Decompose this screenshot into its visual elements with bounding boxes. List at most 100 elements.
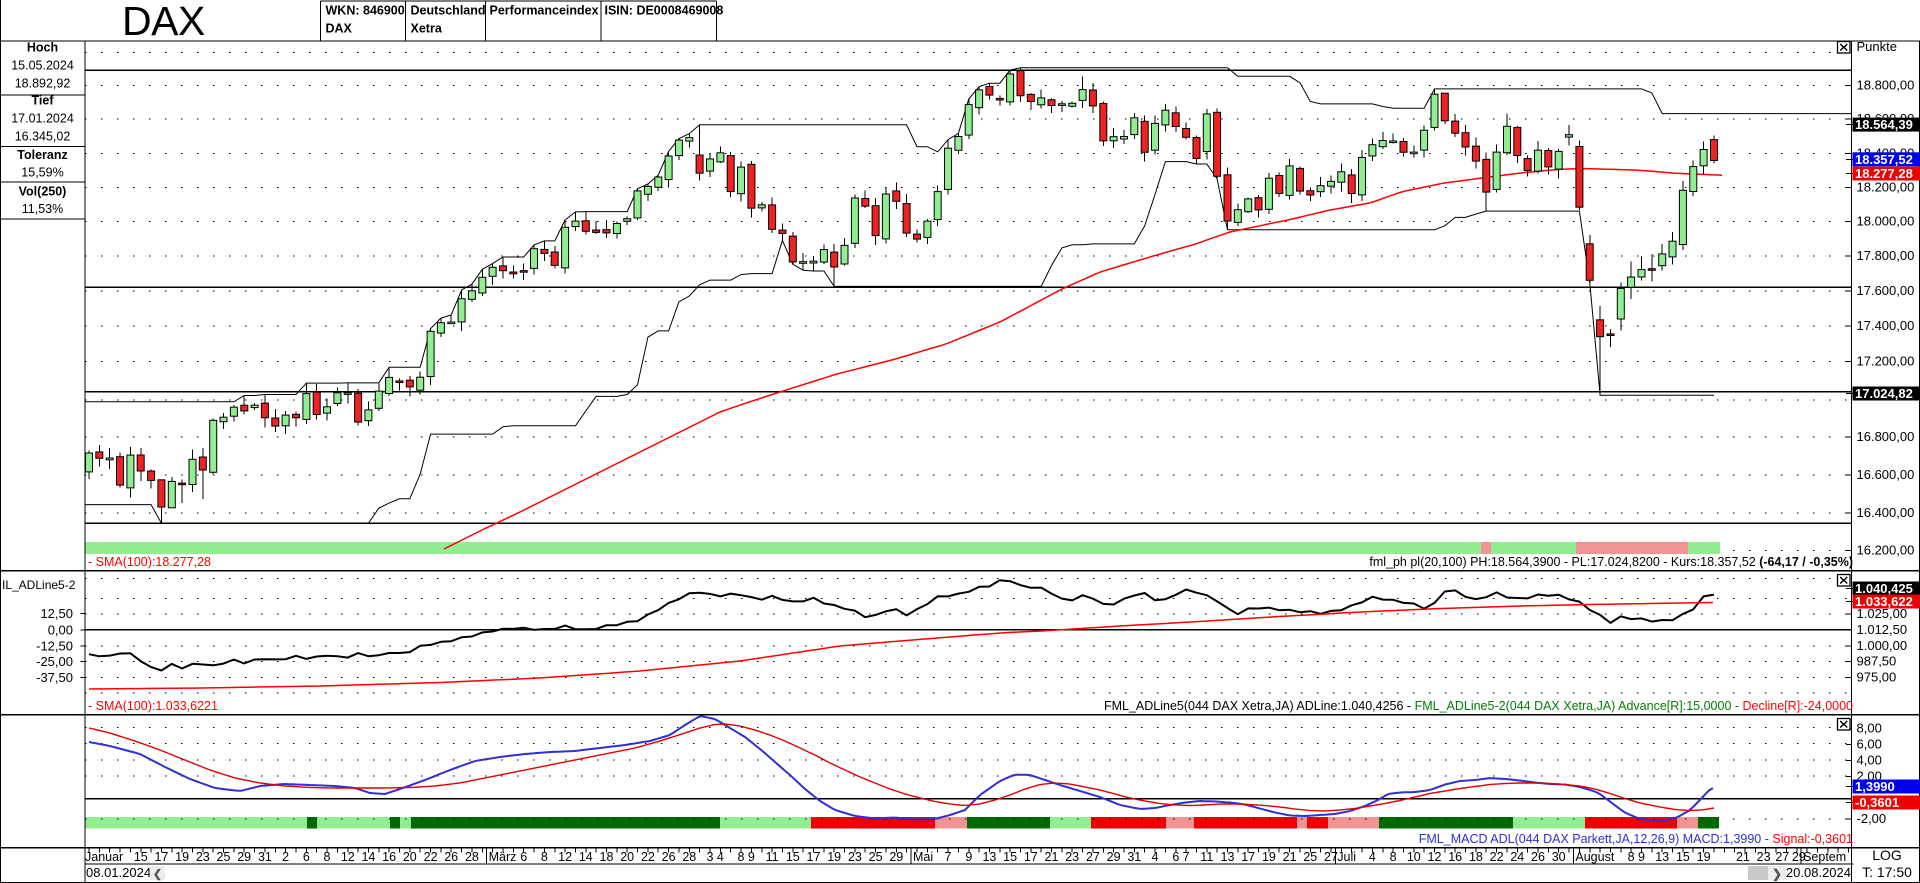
svg-text:16.800,00: 16.800,00	[1857, 429, 1915, 444]
svg-text:fml_ph pl(20,100) PH:18.564,39: fml_ph pl(20,100) PH:18.564,3900 - PL:17…	[1369, 555, 1853, 569]
svg-text:987,50: 987,50	[1857, 654, 1897, 669]
svg-text:16.345,02: 16.345,02	[15, 129, 71, 143]
svg-text:WKN: 846900: WKN: 846900	[326, 4, 405, 18]
svg-text:29: 29	[1792, 850, 1806, 864]
svg-text:4: 4	[1369, 850, 1376, 864]
svg-text:-0,3601: -0,3601	[1855, 795, 1899, 810]
svg-text:15: 15	[1003, 850, 1017, 864]
svg-text:17.400,00: 17.400,00	[1857, 318, 1915, 333]
svg-text:Vol(250): Vol(250)	[19, 184, 67, 198]
svg-text:14: 14	[361, 850, 375, 864]
svg-text:20.08.2024: 20.08.2024	[1786, 865, 1851, 880]
svg-text:26: 26	[662, 850, 676, 864]
svg-text:21: 21	[1736, 850, 1750, 864]
svg-text:Punkte: Punkte	[1857, 39, 1897, 54]
svg-text:31: 31	[258, 850, 272, 864]
svg-text:08.01.2024: 08.01.2024	[86, 865, 151, 880]
svg-text:18: 18	[600, 850, 614, 864]
svg-text:16.400,00: 16.400,00	[1857, 505, 1915, 520]
svg-text:4: 4	[717, 850, 724, 864]
svg-text:6: 6	[303, 850, 310, 864]
svg-text:20: 20	[403, 850, 417, 864]
svg-text:7: 7	[945, 850, 952, 864]
svg-text:18.892,92: 18.892,92	[15, 77, 71, 91]
svg-text:15: 15	[134, 850, 148, 864]
svg-text:15: 15	[1676, 850, 1690, 864]
svg-text:8: 8	[738, 850, 745, 864]
svg-text:18.357,52: 18.357,52	[1855, 152, 1913, 167]
svg-text:8: 8	[1390, 850, 1397, 864]
svg-text:18.277,28: 18.277,28	[1855, 166, 1913, 181]
svg-text:FML_ADLine5(044 DAX Xetra,JA): FML_ADLine5(044 DAX Xetra,JA) ADLine:1.0…	[1104, 699, 1853, 713]
svg-text:17.024,82: 17.024,82	[1855, 386, 1913, 401]
svg-text:3: 3	[707, 850, 714, 864]
svg-text:1.033,622: 1.033,622	[1855, 594, 1913, 609]
svg-text:März: März	[489, 850, 517, 864]
svg-text:23: 23	[1065, 850, 1079, 864]
svg-text:Toleranz: Toleranz	[17, 148, 67, 162]
svg-text:11: 11	[1200, 850, 1213, 864]
svg-text:19: 19	[175, 850, 189, 864]
svg-text:1.040,425: 1.040,425	[1855, 581, 1913, 596]
svg-text:10: 10	[1407, 850, 1421, 864]
svg-text:1.012,50: 1.012,50	[1857, 622, 1908, 637]
svg-text:6,00: 6,00	[1857, 737, 1882, 752]
svg-text:Performanceindex: Performanceindex	[490, 4, 599, 18]
svg-text:17.01.2024: 17.01.2024	[11, 111, 74, 125]
svg-text:27: 27	[1086, 850, 1100, 864]
svg-text:15.05.2024: 15.05.2024	[11, 59, 74, 73]
svg-text:8,00: 8,00	[1857, 721, 1882, 736]
svg-text:- SMA(100):18.277,28: - SMA(100):18.277,28	[88, 555, 211, 569]
svg-text:17: 17	[1024, 850, 1038, 864]
svg-text:22: 22	[1490, 850, 1504, 864]
svg-text:4,00: 4,00	[1857, 753, 1882, 768]
svg-text:16: 16	[1448, 850, 1462, 864]
svg-text:August: August	[1575, 850, 1614, 864]
svg-text:11,53%: 11,53%	[22, 202, 63, 216]
svg-text:11: 11	[766, 850, 779, 864]
svg-text:975,00: 975,00	[1857, 669, 1897, 684]
svg-text:25: 25	[869, 850, 883, 864]
svg-text:-2,00: -2,00	[1857, 811, 1887, 826]
svg-text:31: 31	[1127, 850, 1141, 864]
svg-text:18.200,00: 18.200,00	[1857, 179, 1915, 194]
svg-text:24: 24	[1510, 850, 1524, 864]
svg-text:28: 28	[682, 850, 696, 864]
svg-text:17: 17	[807, 850, 821, 864]
svg-text:19: 19	[1697, 850, 1711, 864]
svg-text:29: 29	[237, 850, 251, 864]
svg-text:Hoch: Hoch	[27, 41, 58, 55]
svg-text:23: 23	[196, 850, 210, 864]
svg-text:17.600,00: 17.600,00	[1857, 283, 1915, 298]
svg-text:❯: ❯	[1772, 867, 1782, 882]
svg-text:20: 20	[620, 850, 634, 864]
svg-text:17.200,00: 17.200,00	[1857, 354, 1915, 369]
svg-text:1.025,00: 1.025,00	[1857, 606, 1908, 621]
svg-text:23: 23	[1757, 850, 1771, 864]
svg-text:12: 12	[1428, 850, 1442, 864]
svg-text:29: 29	[889, 850, 903, 864]
svg-text:17: 17	[154, 850, 168, 864]
svg-text:1.000,00: 1.000,00	[1857, 638, 1908, 653]
svg-text:DAX: DAX	[326, 22, 353, 36]
svg-text:FML_MACD ADL(044 DAX Parkett,J: FML_MACD ADL(044 DAX Parkett,JA,12,26,9)…	[1419, 832, 1853, 846]
svg-text:7: 7	[1183, 850, 1190, 864]
svg-text:16.200,00: 16.200,00	[1857, 543, 1915, 558]
svg-text:Mai: Mai	[913, 850, 933, 864]
svg-text:- SMA(100):1.033,6221: - SMA(100):1.033,6221	[88, 699, 218, 713]
svg-text:6: 6	[1172, 850, 1179, 864]
svg-text:15: 15	[786, 850, 800, 864]
svg-text:12: 12	[341, 850, 355, 864]
svg-text:LOG: LOG	[1872, 847, 1902, 863]
svg-text:9: 9	[1638, 850, 1645, 864]
svg-text:29: 29	[1107, 850, 1121, 864]
svg-text:27: 27	[1775, 850, 1789, 864]
svg-text:Deutschland: Deutschland	[411, 4, 486, 18]
svg-text:9: 9	[965, 850, 972, 864]
svg-text:Januar: Januar	[85, 850, 123, 864]
svg-text:8: 8	[324, 850, 331, 864]
svg-text:Tief: Tief	[32, 94, 55, 108]
svg-text:12: 12	[558, 850, 572, 864]
svg-text:17: 17	[1241, 850, 1255, 864]
svg-text:13: 13	[982, 850, 996, 864]
